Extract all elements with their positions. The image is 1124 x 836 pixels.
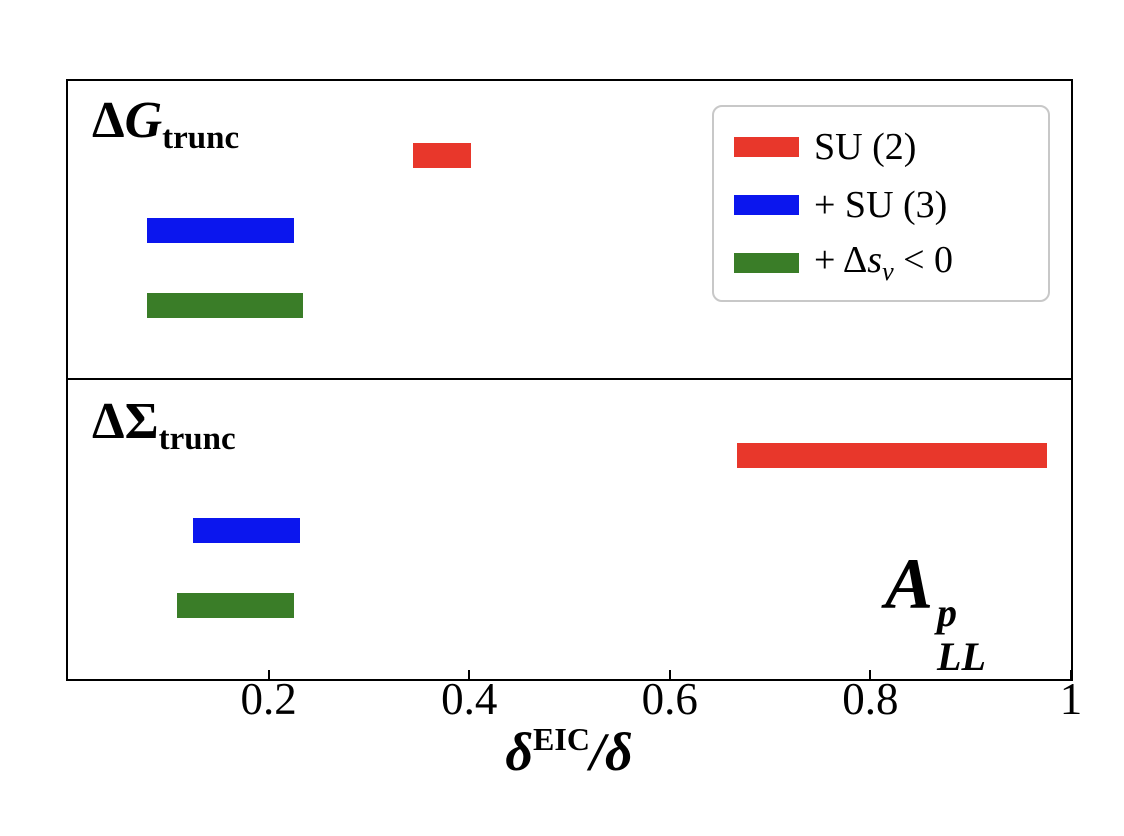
panel-label-delta-sigma: ΔΣtrunc [92, 396, 236, 456]
panel-label-subscript: trunc [158, 421, 236, 457]
interval-bar [147, 218, 294, 244]
legend-swatch [734, 253, 799, 273]
legend-label: SU (2) [814, 126, 917, 168]
corner-label-subscript: LL [937, 634, 986, 679]
panel-label-main-symbol: Σ [124, 393, 159, 450]
xlabel-superscript: EIC [533, 721, 590, 757]
panel-label-delta-symbol: Δ [92, 92, 125, 149]
x-tick [1070, 670, 1072, 679]
legend-item: SU (2) [734, 128, 916, 166]
x-tick-label: 0.2 [240, 674, 297, 724]
xlabel-delta-eic: δ [505, 722, 534, 782]
legend: SU (2) + SU (3) + Δsv < 0 [712, 105, 1050, 302]
legend-label: + SU (3) [814, 184, 948, 226]
panel-label-subscript: trunc [162, 120, 240, 156]
x-tick-label: 0.6 [641, 674, 698, 724]
corner-label-supsub: p LL [937, 593, 986, 677]
panel-label-delta-g: ΔGtrunc [92, 95, 239, 155]
legend-item: + SU (3) [734, 186, 947, 224]
x-tick [267, 670, 270, 679]
panel-label-delta-symbol: Δ [92, 393, 125, 450]
interval-bar [413, 143, 472, 169]
panel-label-main-symbol: G [124, 92, 163, 149]
x-tick-label: 1 [1059, 674, 1083, 724]
corner-label-superscript: p [937, 590, 958, 635]
legend-label: + Δsv < 0 [814, 239, 954, 286]
interval-bar [737, 443, 1047, 469]
corner-label-base: A [885, 544, 934, 624]
x-tick-label: 0.4 [441, 674, 498, 724]
interval-bar [147, 292, 303, 318]
x-tick [668, 670, 671, 679]
xlabel-over-delta: /δ [589, 722, 633, 782]
legend-item: + Δsv < 0 [734, 239, 954, 286]
legend-swatch [734, 137, 799, 157]
x-tick [869, 670, 872, 679]
legend-swatch [734, 195, 799, 215]
interval-bar [177, 592, 294, 618]
x-tick [468, 670, 471, 679]
panel-divider [68, 378, 1071, 380]
x-axis-label: δEIC/δ [505, 721, 633, 782]
x-tick-label: 0.8 [842, 674, 899, 724]
interval-bar [193, 518, 300, 544]
